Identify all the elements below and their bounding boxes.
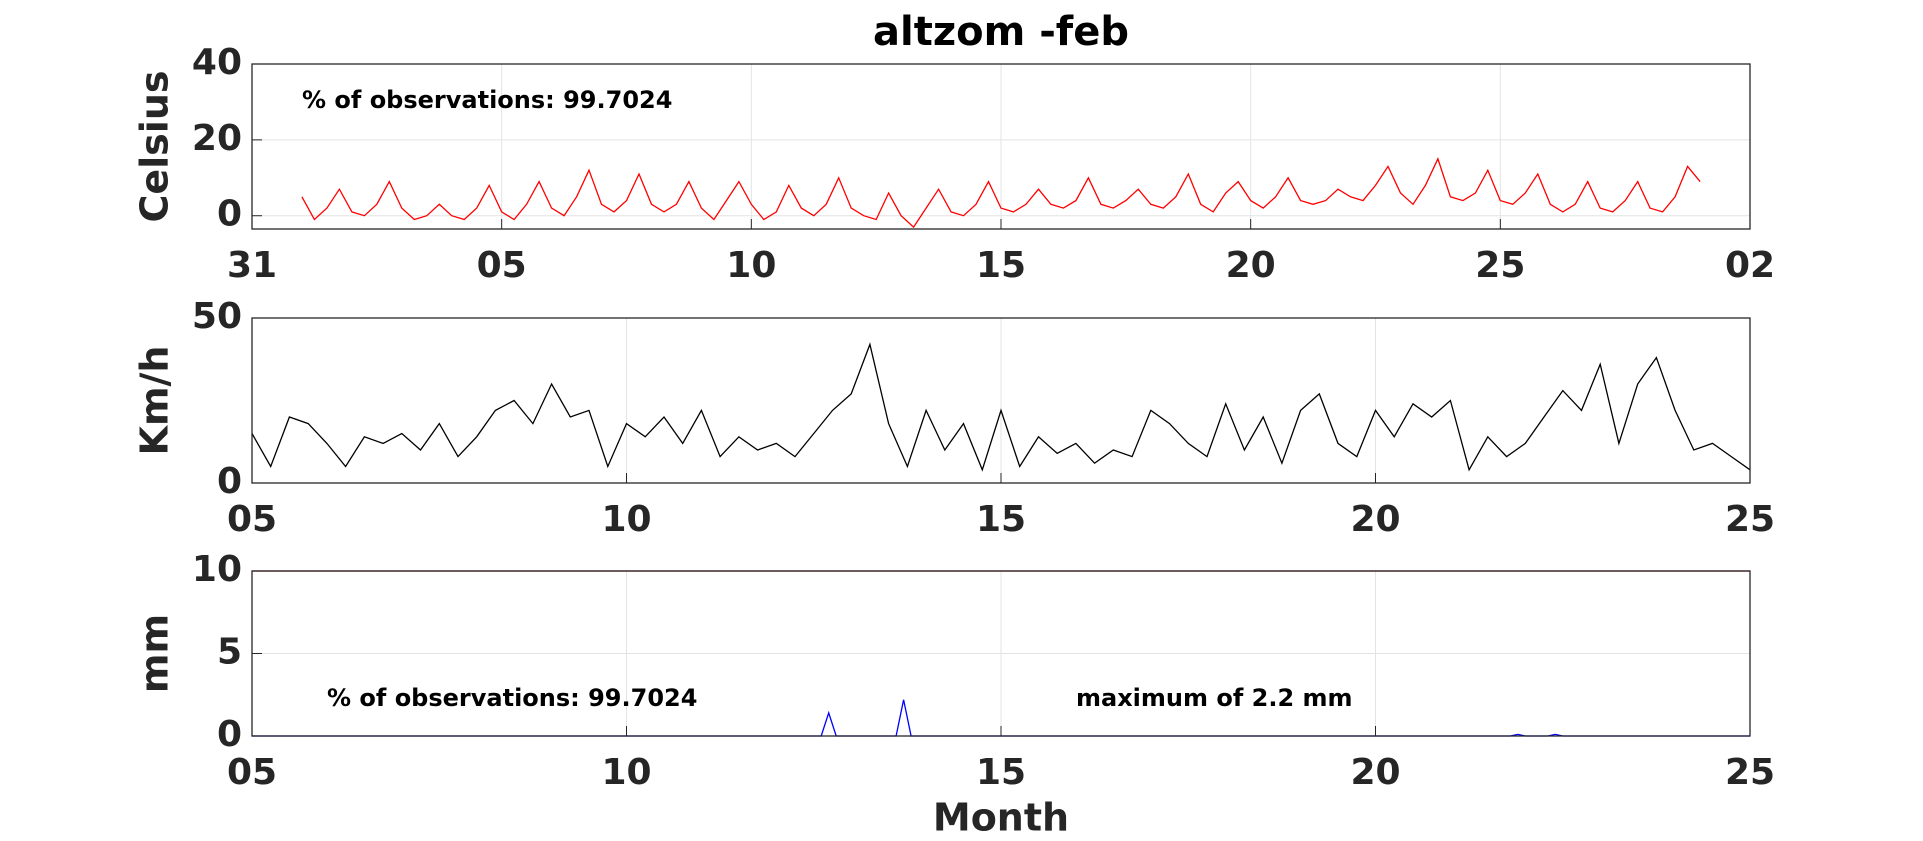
x-tick-label: 25 [1475, 245, 1525, 286]
x-tick-label: 25 [1725, 752, 1775, 793]
y-tick-label: 5 [217, 632, 242, 673]
x-tick-label: 10 [601, 752, 651, 793]
y-tick-label: 0 [217, 714, 242, 755]
y-axis-label: Km/h [133, 346, 177, 456]
x-tick-label: 05 [227, 752, 277, 793]
plot-frame [251, 63, 1751, 230]
y-tick-label: 20 [192, 118, 242, 159]
plot-frame [251, 570, 1751, 737]
x-tick-label: 25 [1725, 499, 1775, 540]
x-tick-label: 20 [1350, 752, 1400, 793]
x-tick-label: 10 [601, 499, 651, 540]
y-tick-label: 0 [217, 461, 242, 502]
data-line [301, 157, 1701, 229]
x-tick-label: 20 [1350, 499, 1400, 540]
y-tick-label: 0 [217, 194, 242, 235]
y-axis-label: Celsius [133, 71, 177, 223]
x-tick-label: 15 [976, 752, 1026, 793]
x-tick-label: 05 [227, 499, 277, 540]
y-tick-label: 50 [192, 296, 242, 337]
x-tick-label: 05 [477, 245, 527, 286]
annotation: % of observations: 99.7024 [327, 684, 697, 712]
y-axis-label: mm [133, 614, 177, 693]
x-tick-label: 20 [1226, 245, 1276, 286]
x-tick-label: 10 [726, 245, 776, 286]
annotation: maximum of 2.2 mm [1076, 684, 1353, 712]
x-tick-label: 31 [227, 245, 277, 286]
x-tick-label: 15 [976, 499, 1026, 540]
data-line [251, 342, 1751, 472]
chart-title: altzom -feb [873, 9, 1129, 55]
annotation: % of observations: 99.7024 [302, 86, 672, 114]
x-axis-label: Month [933, 796, 1069, 840]
x-tick-label: 15 [976, 245, 1026, 286]
x-tick-label: 02 [1725, 245, 1775, 286]
plot-frame [251, 317, 1751, 484]
y-tick-label: 10 [192, 549, 242, 590]
y-tick-label: 40 [192, 42, 242, 83]
